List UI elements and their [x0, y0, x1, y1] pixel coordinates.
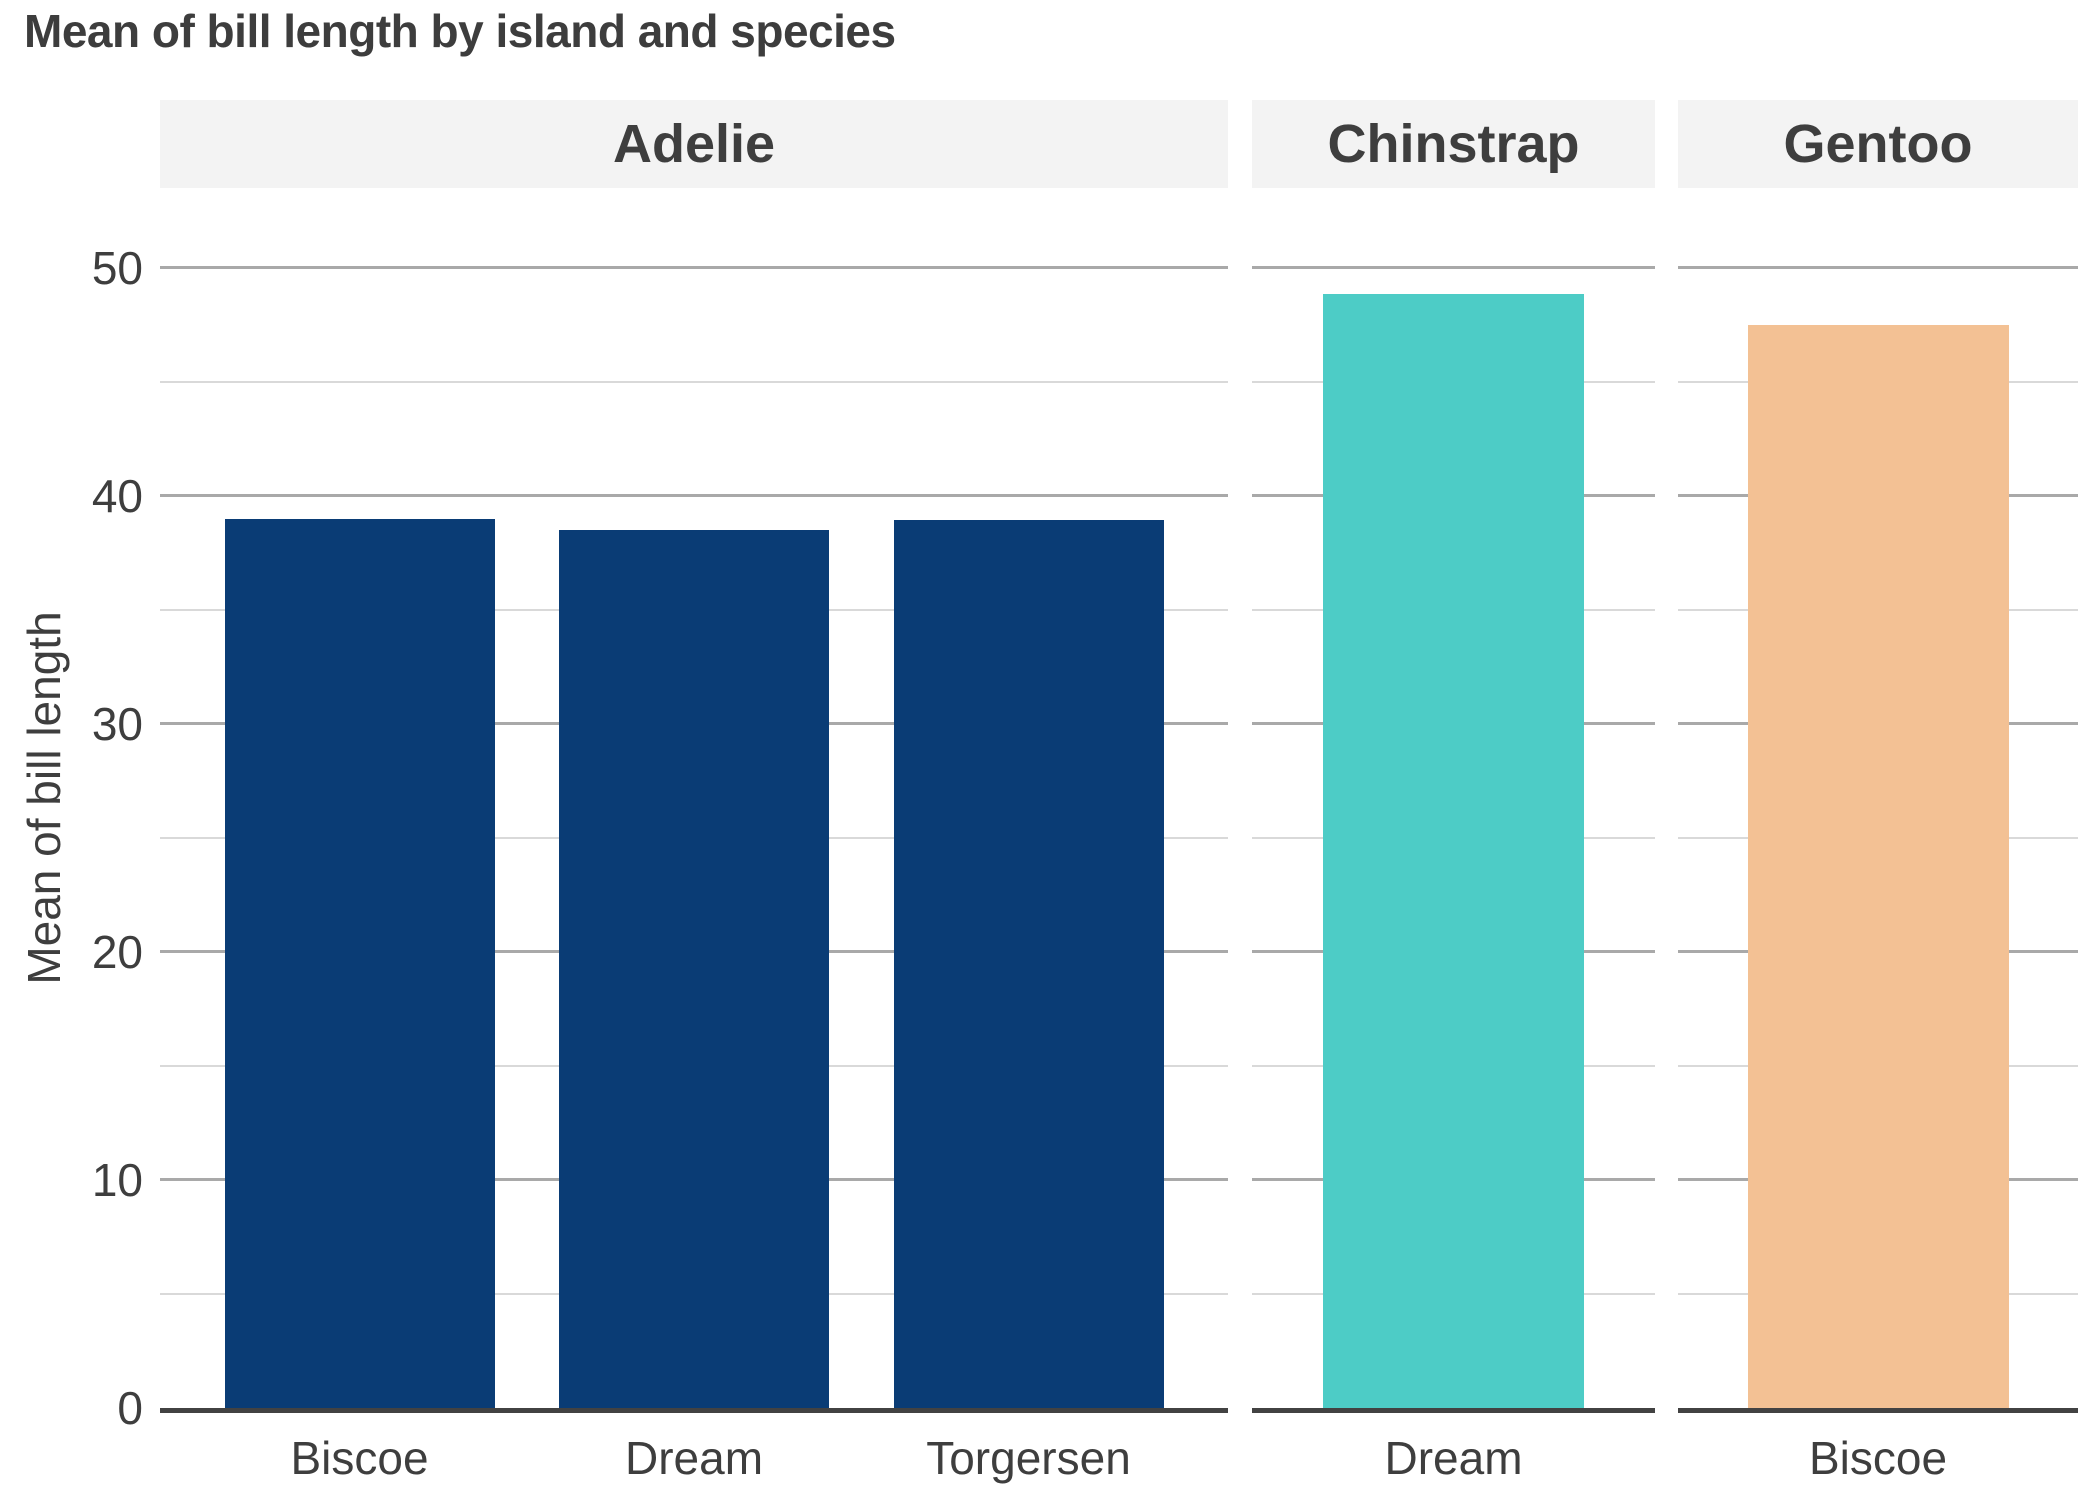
gridline-major-50 — [1252, 266, 1655, 270]
facet-strip-label-adelie: Adelie — [612, 114, 776, 174]
facet-panel-gentoo — [1678, 188, 2078, 1408]
x-axis-line-chinstrap — [1252, 1408, 1655, 1413]
bars-chinstrap — [1252, 188, 1655, 1408]
x-tick-label-biscoe: Biscoe — [1808, 1432, 1948, 1484]
y-tick-label-30: 30 — [91, 697, 143, 750]
x-axis-labels-chinstrap: Dream — [1252, 1432, 1655, 1488]
bars-gentoo — [1678, 188, 2078, 1408]
x-axis-line-gentoo — [1678, 1408, 2078, 1413]
chart-title: Mean of bill length by island and specie… — [24, 5, 896, 57]
gridline-major-50 — [160, 266, 1228, 270]
facet-strip-chinstrap: Chinstrap — [1252, 100, 1655, 188]
y-axis-tick-labels: 0 10 20 30 40 50 — [0, 0, 143, 1500]
x-tick-label-biscoe: Biscoe — [290, 1432, 429, 1484]
x-axis-line-adelie — [160, 1408, 1228, 1413]
bar-adelie-biscoe[interactable] — [224, 519, 495, 1408]
gridline-major-50 — [1678, 266, 2078, 270]
facet-strip-label-chinstrap: Chinstrap — [1327, 114, 1580, 174]
x-tick-label-dream: Dream — [1384, 1432, 1523, 1484]
y-tick-label-0: 0 — [117, 1382, 143, 1434]
x-tick-label-torgersen: Torgersen — [926, 1432, 1131, 1484]
bar-gentoo-biscoe[interactable] — [1747, 325, 2009, 1408]
bar-adelie-torgersen[interactable] — [893, 520, 1164, 1408]
facet-panel-chinstrap — [1252, 188, 1655, 1408]
bars-adelie — [160, 188, 1228, 1408]
gridline-minor-45 — [160, 380, 1228, 383]
bar-chinstrap-dream[interactable] — [1323, 294, 1584, 1408]
gridline-major-40 — [160, 494, 1228, 498]
y-tick-label-20: 20 — [91, 925, 143, 978]
facet-panel-adelie — [160, 188, 1228, 1408]
facet-strip-label-gentoo: Gentoo — [1783, 114, 1973, 174]
y-tick-label-40: 40 — [91, 469, 143, 522]
y-tick-label-50: 50 — [91, 241, 143, 294]
x-axis-labels-gentoo: Biscoe — [1678, 1432, 2078, 1488]
y-tick-label-10: 10 — [91, 1153, 143, 1206]
x-axis-labels-adelie: Biscoe Dream Torgersen — [160, 1432, 1228, 1488]
facet-strip-gentoo: Gentoo — [1678, 100, 2078, 188]
facet-strip-adelie: Adelie — [160, 100, 1228, 188]
x-tick-label-dream: Dream — [624, 1432, 764, 1484]
bar-adelie-dream[interactable] — [559, 530, 829, 1408]
